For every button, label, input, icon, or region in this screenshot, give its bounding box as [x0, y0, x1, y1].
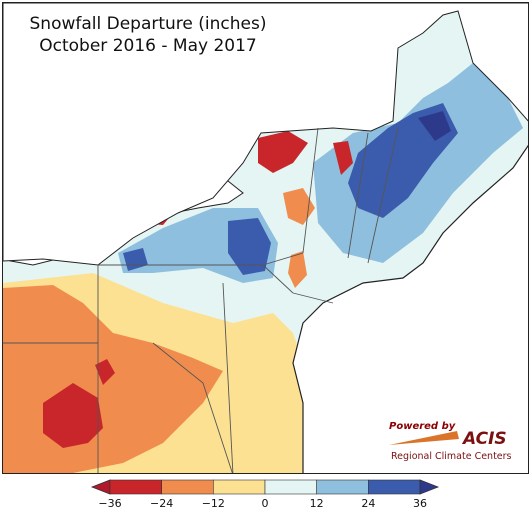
region-below-mid-ny [283, 188, 315, 225]
logo-name: ACIS [461, 429, 507, 449]
legend-over-arrow [419, 479, 440, 495]
region-below-strong-wv [43, 383, 103, 448]
legend-bin [368, 479, 421, 495]
acis-logo: Powered by ACIS Regional Climate Centers [389, 421, 512, 462]
legend-tick-label: 24 [361, 497, 376, 510]
legend-tick-label: 0 [261, 497, 269, 510]
legend-bin [109, 479, 162, 495]
legend-bin [213, 479, 266, 495]
logo-subtitle: Regional Climate Centers [391, 451, 512, 462]
logo-powered-by: Powered by [389, 421, 456, 432]
legend-tick-label: 36 [413, 497, 427, 510]
canada [3, 3, 528, 266]
region-below-strong-small [95, 359, 115, 385]
snowfall-map [3, 3, 528, 473]
legend-bin [264, 479, 317, 495]
map-title-line-2: October 2016 - May 2017 [39, 36, 257, 56]
ocean [293, 145, 528, 473]
logo-swoosh [389, 431, 459, 445]
legend-bin [161, 479, 214, 495]
legend-tick-label: −36 [98, 497, 122, 510]
legend-tick-label: −24 [150, 497, 174, 510]
region-below-mid-hudson [288, 251, 307, 288]
coastline [292, 144, 528, 473]
region-below-strong-tug [258, 131, 308, 173]
legend-tick-label: −12 [201, 497, 225, 510]
map-frame: Snowfall Departure (inches) October 2016… [2, 2, 529, 474]
region-above-strong-ny [228, 218, 271, 275]
legend-tick-label: 12 [309, 497, 324, 510]
state-borders [3, 127, 399, 473]
legend-under-arrow [90, 479, 111, 495]
map-title-line-1: Snowfall Departure (inches) [29, 14, 267, 34]
color-legend [90, 479, 440, 495]
legend-bin [316, 479, 369, 495]
region-below-strong-vt [333, 141, 353, 175]
region-above-strong-maine [418, 111, 451, 141]
